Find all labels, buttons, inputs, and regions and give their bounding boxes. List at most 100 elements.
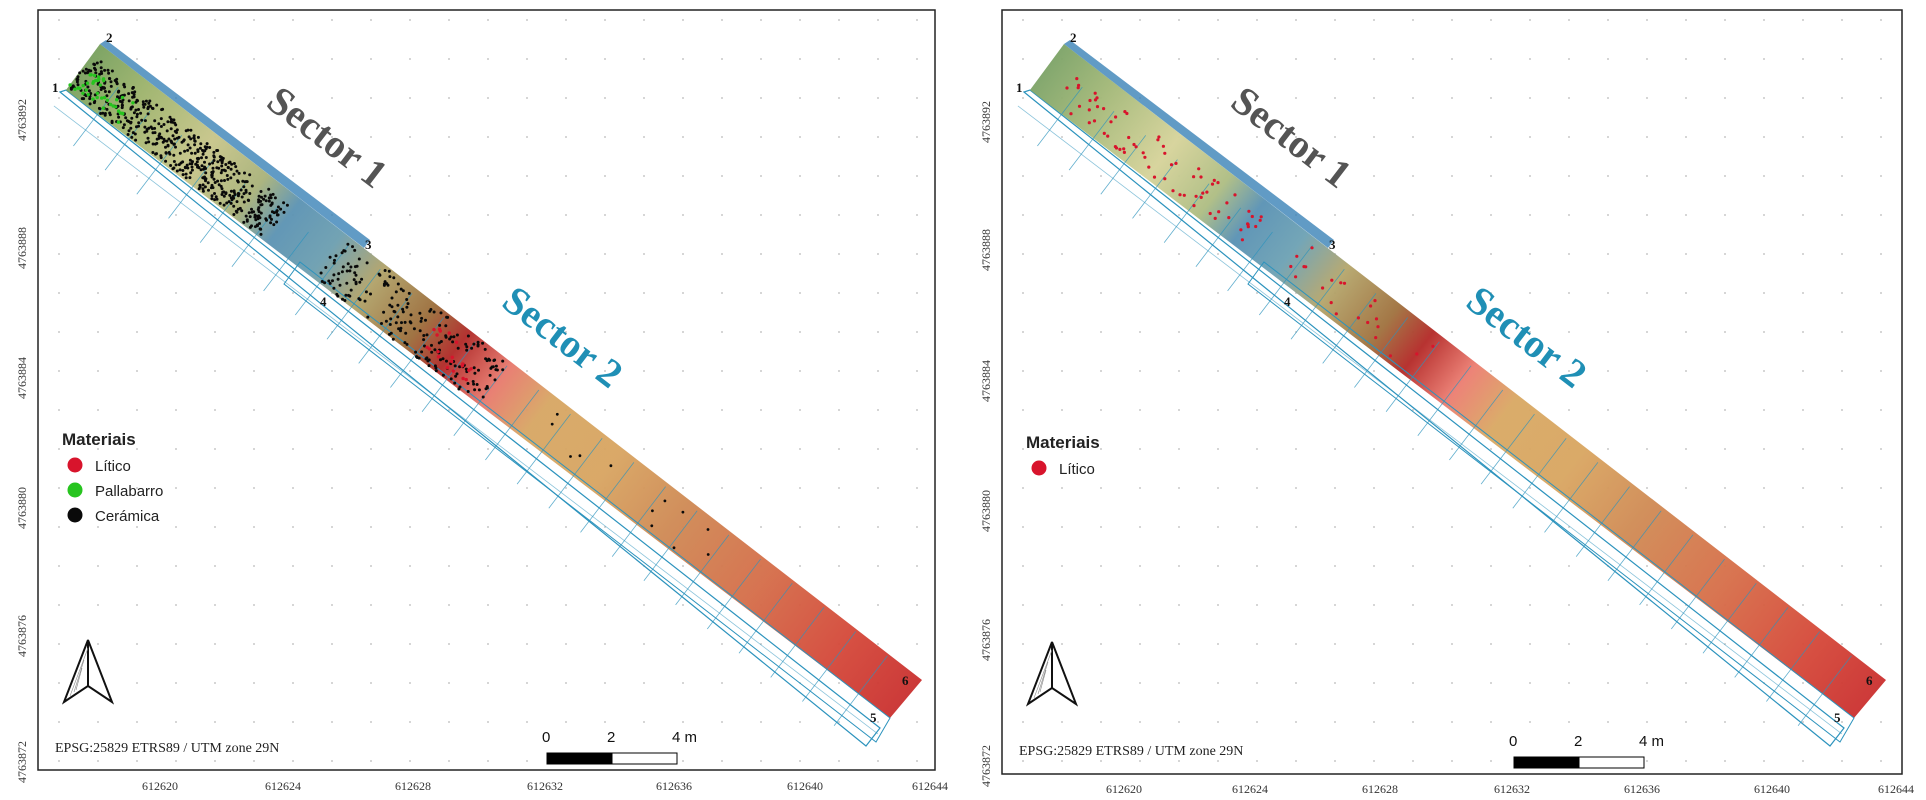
find-point (450, 360, 453, 363)
find-point (179, 168, 182, 171)
find-point (226, 178, 229, 181)
find-point (331, 279, 334, 282)
find-point (142, 100, 145, 103)
find-point (267, 188, 270, 191)
find-point (1295, 255, 1298, 258)
map-svg-left: Sector 1 Sector 2 1 2 3 4 5 6 Materiais … (0, 0, 960, 800)
find-point (230, 168, 233, 171)
find-point (1192, 175, 1195, 178)
find-point (108, 112, 111, 115)
find-point (103, 69, 106, 72)
find-point (100, 60, 103, 63)
find-point (457, 388, 460, 391)
find-point (1227, 216, 1230, 219)
find-point (1213, 179, 1216, 182)
find-point (221, 161, 224, 164)
find-point (1289, 265, 1292, 268)
find-point (1078, 105, 1081, 108)
find-point (1065, 86, 1068, 89)
x-tick: 612624 (265, 779, 301, 793)
find-point (436, 350, 439, 353)
find-point (202, 150, 205, 153)
find-point (1197, 167, 1200, 170)
find-point (82, 70, 85, 73)
find-point (1125, 112, 1128, 115)
find-point (207, 189, 210, 192)
find-point (130, 117, 133, 120)
find-point (208, 146, 211, 149)
find-point (205, 156, 208, 159)
find-point (185, 173, 188, 176)
corner-label: 5 (1834, 710, 1841, 725)
find-point (251, 185, 254, 188)
find-point (147, 140, 150, 143)
find-point (272, 223, 275, 226)
find-point (211, 194, 214, 197)
find-point (200, 156, 203, 159)
find-point (245, 215, 248, 218)
find-point (347, 294, 350, 297)
find-point (213, 156, 216, 159)
find-point (166, 120, 169, 123)
find-point (1118, 148, 1121, 151)
x-tick: 612636 (656, 779, 692, 793)
find-point (77, 75, 80, 78)
find-point (240, 189, 243, 192)
x-tick: 612624 (1232, 782, 1268, 796)
find-point (135, 125, 138, 128)
find-point (478, 388, 481, 391)
y-tick: 4763876 (979, 619, 993, 661)
find-point (186, 164, 189, 167)
legend-title: Materiais (62, 430, 136, 449)
find-point (347, 262, 350, 265)
find-point (495, 365, 498, 368)
find-point (329, 256, 332, 259)
find-point (249, 215, 252, 218)
y-tick: 4763880 (979, 490, 993, 532)
find-point (269, 214, 272, 217)
legend-swatch-pallabarro (68, 483, 83, 498)
find-point (111, 70, 114, 73)
find-point (369, 293, 372, 296)
find-point (465, 349, 468, 352)
find-point (1114, 115, 1117, 118)
find-point (152, 143, 155, 146)
find-point (402, 310, 405, 313)
find-point (344, 294, 347, 297)
find-point (433, 311, 436, 314)
find-point (185, 129, 188, 132)
find-point (140, 119, 143, 122)
find-point (473, 372, 476, 375)
find-point (129, 127, 132, 130)
find-point (77, 83, 80, 86)
find-point (96, 79, 99, 82)
find-point (119, 111, 122, 114)
find-point (380, 322, 383, 325)
find-point (218, 183, 221, 186)
find-point (216, 198, 219, 201)
corner-label: 5 (870, 710, 877, 725)
corner-label: 1 (1016, 80, 1023, 95)
find-point (355, 282, 358, 285)
find-point (1192, 204, 1195, 207)
find-point (128, 99, 131, 102)
find-point (107, 72, 110, 75)
find-point (1201, 192, 1204, 195)
legend-label: Cerámica (95, 508, 160, 525)
find-point (277, 206, 280, 209)
find-point (1246, 222, 1249, 225)
find-point (707, 528, 710, 531)
find-point (199, 186, 202, 189)
find-point (136, 99, 139, 102)
find-point (491, 366, 494, 369)
find-point (245, 191, 248, 194)
find-point (224, 163, 227, 166)
find-point (456, 334, 459, 337)
find-point (393, 310, 396, 313)
find-point (388, 304, 391, 307)
find-point (248, 173, 251, 176)
find-point (358, 281, 361, 284)
find-point (191, 166, 194, 169)
find-point (682, 511, 685, 514)
find-point (232, 213, 235, 216)
